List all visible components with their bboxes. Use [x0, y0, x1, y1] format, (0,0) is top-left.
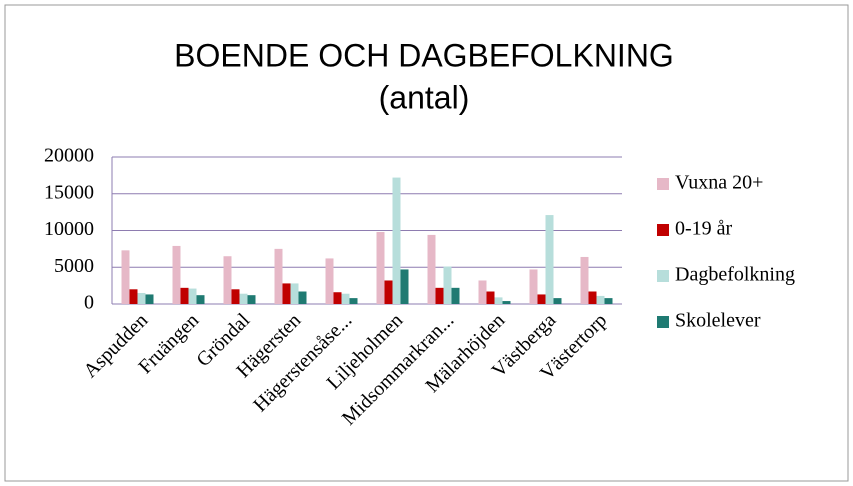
chart-border [4, 4, 849, 482]
bar [588, 291, 597, 304]
bar [376, 231, 385, 304]
y-tick-label: 10000 [44, 218, 94, 240]
bar [325, 258, 334, 304]
bar [529, 269, 538, 304]
bar [121, 250, 130, 304]
bar [494, 297, 503, 304]
bar [553, 298, 562, 304]
bar [290, 283, 299, 304]
bar [443, 266, 452, 304]
bar [282, 283, 291, 304]
bar [231, 289, 240, 304]
legend-label: 0-19 år [675, 218, 733, 240]
bar [188, 288, 197, 304]
bar [274, 248, 283, 304]
legend-swatch [657, 316, 669, 328]
bar [435, 287, 444, 304]
bar [545, 215, 554, 304]
bar [180, 287, 189, 304]
y-tick-label: 0 [84, 292, 94, 314]
bar [349, 298, 358, 304]
legend-label: Skolelever [675, 310, 761, 332]
y-tick-label: 5000 [54, 255, 94, 277]
legend-swatch [657, 270, 669, 282]
bar [392, 177, 401, 304]
bar [478, 280, 487, 304]
y-tick-label: 15000 [44, 181, 94, 203]
bar [596, 295, 605, 304]
legend-label: Dagbefolkning [675, 264, 795, 286]
legend-label: Vuxna 20+ [675, 172, 763, 194]
bar [486, 291, 495, 304]
bar [247, 295, 256, 304]
bar [400, 269, 409, 304]
bar [384, 280, 393, 304]
bar [223, 256, 232, 304]
chart-title: BOENDE OCH DAGBEFOLKNING [174, 37, 674, 73]
bar [129, 289, 138, 304]
bar [427, 234, 436, 304]
bar [137, 292, 146, 304]
bar [172, 245, 181, 304]
bar [196, 295, 205, 304]
bar [502, 301, 511, 304]
y-tick-label: 20000 [44, 145, 94, 167]
legend-swatch [657, 178, 669, 190]
bar [451, 287, 460, 304]
bar [145, 294, 154, 304]
bar [341, 293, 350, 304]
legend-swatch [657, 224, 669, 236]
bar [239, 293, 248, 304]
bar [580, 256, 589, 304]
bar [333, 292, 342, 304]
bar [604, 298, 613, 304]
chart-subtitle: (antal) [379, 79, 470, 115]
bar [537, 294, 546, 304]
bar [298, 291, 307, 304]
